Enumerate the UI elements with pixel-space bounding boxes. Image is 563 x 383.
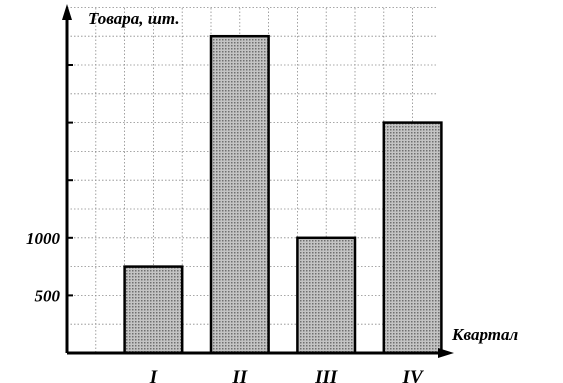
bar-I xyxy=(123,265,184,355)
bar-II xyxy=(209,34,270,355)
y-tick-label-500: 500 xyxy=(35,286,61,305)
bar-IV xyxy=(382,121,443,355)
y-axis-arrow xyxy=(62,4,72,20)
axes xyxy=(62,4,454,358)
x-axis-label: Квартал xyxy=(451,325,519,344)
bars xyxy=(123,34,443,355)
bar-III xyxy=(296,236,357,355)
x-axis-arrow xyxy=(438,348,454,358)
y-axis-label: Товара, шт. xyxy=(88,9,180,28)
x-tick-label-I: I xyxy=(149,367,158,383)
x-tick-label-II: II xyxy=(231,367,247,383)
x-tick-label-III: III xyxy=(314,367,338,383)
x-tick-label-IV: IV xyxy=(402,367,424,383)
y-tick-label-1000: 1000 xyxy=(26,229,61,248)
